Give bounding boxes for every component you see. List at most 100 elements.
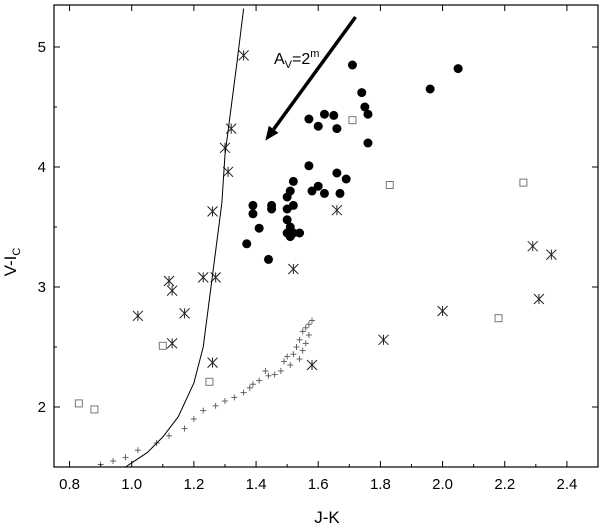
filled-circle-point [242,239,252,249]
filled-circle-point [341,174,351,184]
plus-point [212,402,219,409]
plus-point [166,432,173,439]
filled-circle-point [288,176,298,186]
model-curve [125,8,245,468]
filled-circle-point [282,215,292,225]
plus-point [299,347,306,354]
annotation-sup: m [310,48,319,60]
plot-frame [53,4,599,468]
asterisk-point [166,285,178,296]
asterisk-point [378,334,389,346]
filled-circle-point [319,188,329,198]
x-tick-label: 0.8 [59,476,80,493]
x-axis: 0.8 1.0 1.2 1.4 1.6 1.8 2.0 2.2 2.4 [59,5,577,493]
reddening-arrow-head [265,125,279,141]
plus-point [265,372,272,379]
x-tick-label: 1.8 [370,476,391,493]
plus-point [110,458,117,464]
open-square-point [494,314,503,323]
asterisk-point [132,310,144,322]
filled-circle-point [313,181,323,191]
plus-point [122,454,129,461]
plus-point [290,351,297,358]
y-axis: 2 3 4 5 [38,39,598,468]
filled-circle-point [304,161,314,171]
x-tick-label: 1.0 [121,476,142,493]
filled-circle-point [329,110,339,120]
filled-circle-point [357,88,367,98]
plus-point [284,353,291,360]
filled-circle-point [282,204,292,214]
open-square-point [348,116,357,125]
filled-circle-point [285,232,295,242]
plus-point [305,321,312,328]
plus-point [262,368,269,374]
plus-point [221,398,228,404]
open-square-point [158,341,167,350]
filled-circle-point [263,254,273,264]
asterisk-point [238,50,249,61]
filled-circle-point [360,102,370,112]
asterisk-point [546,249,557,260]
y-tick-label: 2 [38,399,46,416]
plus-point [296,356,303,362]
y-tick-label: 5 [38,39,46,56]
filled-circle-point [248,209,258,219]
plus-point [200,407,207,414]
filled-circle-point [319,109,329,119]
asterisk-point [179,308,190,319]
plus-point [134,447,141,454]
x-tick-label: 1.4 [246,476,267,493]
x-tick-label: 1.2 [183,476,204,493]
asterisk-point [288,263,299,275]
filled-circle-point [363,109,373,119]
reddening-arrow [272,15,357,131]
open-square-point [90,405,99,414]
filled-circle-point [332,168,342,178]
plus-point [271,371,278,378]
plus-point [305,332,312,338]
plus-point [249,381,256,388]
filled-circle-point [332,124,342,134]
plus-point [240,389,247,396]
plus-point [231,394,238,401]
asterisk-point [533,293,545,305]
asterisk-point [222,166,234,178]
plus-point [287,362,294,368]
filled-circle-point [254,223,264,233]
annotation-main: A [274,51,285,68]
plus-point [293,344,300,350]
filled-circle-point [307,186,317,196]
open-square-point [385,181,394,189]
plus-point [277,368,284,374]
plus-point [302,340,309,347]
filled-circle-point [304,114,314,124]
x-tick-label: 2.0 [432,476,453,493]
plus-point [246,384,253,391]
filled-circle-point [295,228,305,238]
asterisk-point [166,338,178,349]
plus-point [299,328,306,335]
asterisk-point [527,240,539,252]
plus-point [256,377,263,384]
plus-point [281,358,288,365]
filled-circle-point [313,121,323,131]
plus-point [296,336,303,343]
x-tick-label: 1.6 [308,476,329,493]
asterisk-point [331,204,343,216]
x-axis-title: J-K [314,508,340,527]
filled-circle-point [267,204,277,214]
filled-circle-point [425,84,435,94]
x-tick-label: 2.2 [494,476,515,493]
extinction-annotation: AV=2m [274,48,319,71]
y-tick-label: 4 [38,159,46,176]
filled-circle-point [248,200,258,210]
plot-area [53,4,599,468]
asterisk-point [163,275,175,287]
annotation-eq: =2 [292,51,310,68]
annotation-sub: V [285,59,293,71]
asterisk-point [207,357,218,368]
x-tick-label: 2.4 [556,476,577,493]
y-axis-title: V-IC [1,248,23,277]
